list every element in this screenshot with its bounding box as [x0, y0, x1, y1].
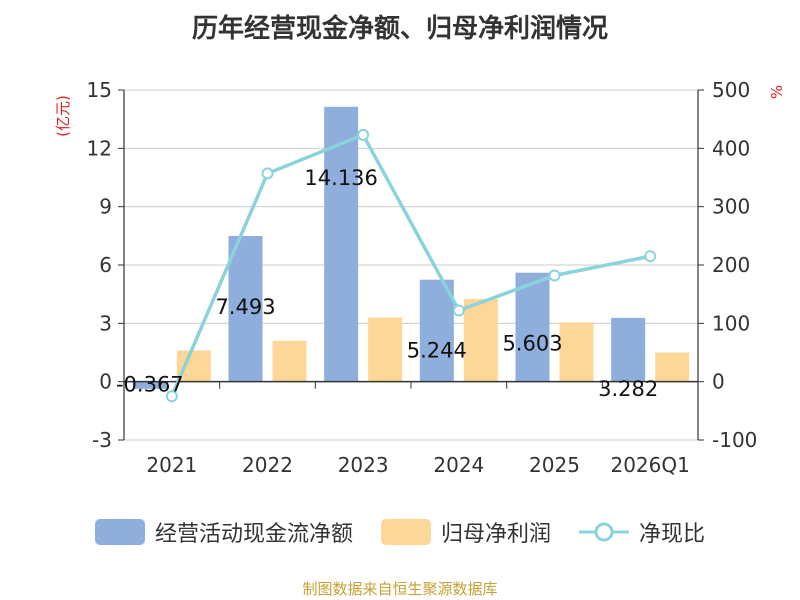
y-right-unit-label: %	[768, 85, 786, 99]
bar-net-profit	[655, 352, 690, 382]
legend-label-net-profit: 归母净利润	[440, 522, 551, 547]
line-series	[165, 128, 657, 403]
legend: 经营活动现金流净额 归母净利润 净现比	[0, 516, 800, 548]
bar-net-profit	[559, 322, 594, 382]
y-left-tick-label: 9	[99, 195, 112, 219]
data-label-cashflow: 7.493	[215, 295, 275, 319]
source-note: 制图数据来自恒生聚源数据库	[302, 580, 498, 598]
data-label-cashflow: 14.136	[304, 166, 377, 190]
legend-swatch-cashflow	[94, 519, 145, 545]
legend-item-cash-ratio[interactable]: 净现比	[579, 516, 705, 548]
y-right-tick-label: 500	[712, 78, 750, 102]
y-left-tick-label: 12	[87, 136, 112, 160]
chart-title: 历年经营现金净额、归母净利润情况	[191, 14, 608, 44]
y-right-tick-label: 200	[712, 253, 750, 277]
y-left-tick-label: -3	[92, 428, 112, 452]
legend-item-cashflow[interactable]: 经营活动现金流净额	[94, 516, 353, 548]
bar-net-profit	[272, 340, 307, 382]
data-labels: -0.367 7.493 14.136 5.244 5.603 3.282	[116, 166, 658, 401]
point-cash-ratio	[548, 269, 561, 282]
x-category-label: 2023	[338, 453, 389, 477]
x-category-label: 2022	[242, 453, 293, 477]
bar-net-profit	[176, 350, 211, 382]
point-cash-ratio	[452, 304, 465, 317]
y-right-tick-label: 0	[712, 370, 725, 394]
data-label-cashflow: -0.367	[116, 373, 184, 397]
y-left-tick-label: 0	[99, 370, 112, 394]
point-cash-ratio	[357, 128, 370, 141]
point-cash-ratio	[644, 250, 657, 263]
y-left-unit-label: (亿元)	[54, 95, 72, 137]
legend-swatch-net-profit	[380, 519, 431, 545]
bar-cashflow	[132, 381, 167, 389]
y-right-tick-label: 300	[712, 195, 750, 219]
point-cash-ratio	[261, 167, 274, 180]
bar-net-profit	[463, 299, 498, 382]
x-category-label: 2026Q1	[610, 453, 689, 477]
axes: -3 0 3 6 9 12 15 -100 0 100 200 300 400 500 (亿元)% 2021 2…	[54, 78, 786, 477]
bar-cashflow	[324, 106, 359, 382]
data-label-cashflow: 5.603	[502, 332, 562, 356]
y-right-tick-label: 100	[712, 311, 750, 335]
bar-cashflow	[515, 272, 550, 382]
point-cash-ratio	[165, 390, 178, 403]
bar-cashflow	[228, 235, 263, 382]
y-right-tick-label: -100	[712, 428, 757, 452]
bar-cashflow	[611, 317, 646, 382]
line-cash-ratio	[170, 132, 651, 397]
bar-net-profit	[368, 317, 403, 382]
y-left-tick-label: 6	[99, 253, 112, 277]
data-label-cashflow: 3.282	[598, 377, 658, 401]
x-category-label: 2025	[529, 453, 580, 477]
legend-label-cashflow: 经营活动现金流净额	[154, 522, 353, 547]
data-label-cashflow: 5.244	[407, 339, 467, 363]
legend-label-cash-ratio: 净现比	[639, 522, 706, 547]
y-left-tick-label: 15	[87, 78, 112, 102]
x-category-label: 2021	[146, 453, 197, 477]
bar-cashflow	[419, 279, 454, 382]
y-left-tick-label: 3	[99, 311, 112, 335]
legend-item-net-profit[interactable]: 归母净利润	[380, 516, 551, 548]
bar-marks	[132, 106, 690, 389]
legend-swatch-cash-ratio	[579, 522, 629, 542]
x-category-label: 2024	[433, 453, 484, 477]
y-right-tick-label: 400	[712, 136, 750, 160]
